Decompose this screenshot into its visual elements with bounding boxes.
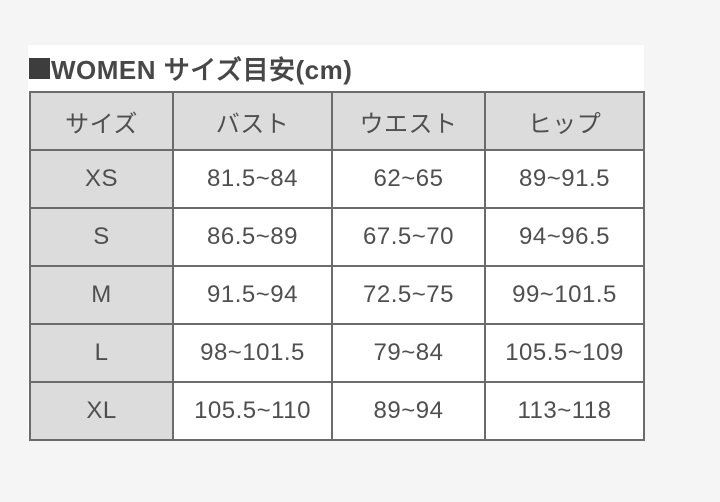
waist-cell: 62~65	[331, 149, 486, 209]
size-cell: XS	[29, 149, 174, 209]
header-cell-waist: ウエスト	[331, 91, 486, 151]
size-cell: XL	[29, 381, 174, 441]
table-row-xs: XS 81.5~84 62~65 89~91.5	[29, 149, 645, 209]
bust-cell: 98~101.5	[172, 323, 333, 383]
size-chart-card: WOMEN サイズ目安(cm) サイズ バスト ウエスト ヒップ XS 81.5…	[28, 45, 645, 441]
hip-cell: 94~96.5	[484, 207, 645, 267]
black-square-icon	[29, 57, 50, 79]
size-cell: M	[29, 265, 174, 325]
size-cell: S	[29, 207, 174, 267]
bust-cell: 91.5~94	[172, 265, 333, 325]
size-chart-title-bar: WOMEN サイズ目安(cm)	[28, 45, 644, 91]
table-row-l: L 98~101.5 79~84 105.5~109	[29, 323, 645, 383]
hip-cell: 99~101.5	[484, 265, 645, 325]
bust-cell: 81.5~84	[172, 149, 333, 209]
table-header-row: サイズ バスト ウエスト ヒップ	[29, 91, 645, 151]
header-cell-size: サイズ	[29, 91, 174, 151]
hip-cell: 113~118	[484, 381, 645, 441]
waist-cell: 67.5~70	[331, 207, 486, 267]
bust-cell: 86.5~89	[172, 207, 333, 267]
size-cell: L	[29, 323, 174, 383]
header-cell-bust: バスト	[172, 91, 333, 151]
table-row-xl: XL 105.5~110 89~94 113~118	[29, 381, 645, 441]
waist-cell: 72.5~75	[331, 265, 486, 325]
waist-cell: 79~84	[331, 323, 486, 383]
women-size-table: サイズ バスト ウエスト ヒップ XS 81.5~84 62~65 89~91.…	[29, 91, 645, 441]
bust-cell: 105.5~110	[172, 381, 333, 441]
table-row-m: M 91.5~94 72.5~75 99~101.5	[29, 265, 645, 325]
header-cell-hip: ヒップ	[484, 91, 645, 151]
hip-cell: 105.5~109	[484, 323, 645, 383]
table-row-s: S 86.5~89 67.5~70 94~96.5	[29, 207, 645, 267]
hip-cell: 89~91.5	[484, 149, 645, 209]
waist-cell: 89~94	[331, 381, 486, 441]
size-chart-title: WOMEN サイズ目安(cm)	[51, 54, 353, 85]
